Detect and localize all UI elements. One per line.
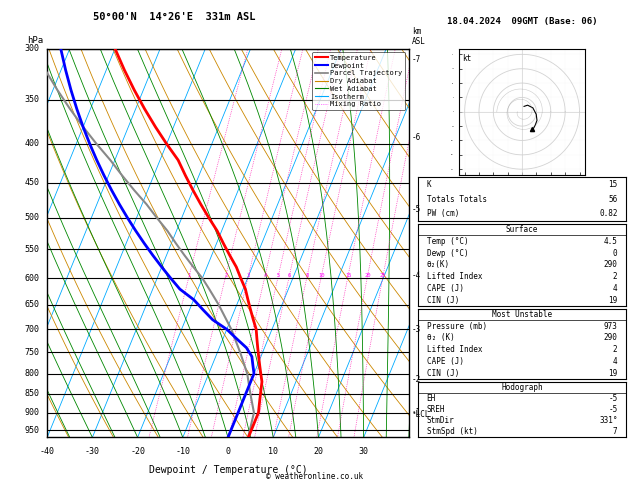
Text: Lifted Index: Lifted Index [426,272,482,281]
Text: 350: 350 [25,95,39,104]
Text: 30: 30 [359,447,369,456]
Text: 331°: 331° [599,416,618,425]
Text: -3: -3 [412,325,421,334]
Text: Most Unstable: Most Unstable [492,310,552,319]
Text: 750: 750 [25,347,39,357]
Text: -7: -7 [412,55,421,64]
Text: CIN (J): CIN (J) [426,296,459,305]
Text: K: K [426,180,431,189]
Text: -1: -1 [412,408,421,417]
Text: 50°00'N  14°26'E  331m ASL: 50°00'N 14°26'E 331m ASL [92,12,255,22]
Text: 19: 19 [608,369,618,378]
Text: Lifted Index: Lifted Index [426,345,482,354]
Text: 290: 290 [604,260,618,269]
Text: 700: 700 [25,325,39,334]
Text: 10: 10 [318,273,325,278]
Text: km
ASL: km ASL [412,27,426,46]
Text: -5: -5 [412,205,421,214]
Text: PW (cm): PW (cm) [426,209,459,218]
Text: 56: 56 [608,195,618,204]
Text: 10: 10 [268,447,278,456]
Text: -4: -4 [412,271,421,280]
Text: StmDir: StmDir [426,416,454,425]
Text: 7: 7 [613,427,618,436]
Text: -20: -20 [130,447,145,456]
Text: -30: -30 [85,447,100,456]
Text: 5: 5 [277,273,280,278]
Text: Totals Totals: Totals Totals [426,195,487,204]
Text: θ₂ (K): θ₂ (K) [426,333,454,343]
Text: 0: 0 [613,248,618,258]
Text: 2: 2 [613,345,618,354]
Text: Hodograph: Hodograph [501,382,543,392]
Text: Pressure (mb): Pressure (mb) [426,322,487,331]
Text: 600: 600 [25,274,39,283]
Text: 950: 950 [25,426,39,435]
Text: 800: 800 [25,369,39,378]
Text: Dewpoint / Temperature (°C): Dewpoint / Temperature (°C) [148,465,308,475]
Text: -10: -10 [175,447,191,456]
Text: 500: 500 [25,213,39,222]
Text: -5: -5 [608,394,618,403]
Text: © weatheronline.co.uk: © weatheronline.co.uk [266,472,363,481]
Text: θ₂(K): θ₂(K) [426,260,450,269]
Text: 2: 2 [224,273,228,278]
Text: EH: EH [426,394,436,403]
Text: 15: 15 [345,273,352,278]
Text: hPa: hPa [27,35,43,45]
Text: kt: kt [462,54,471,63]
Text: 300: 300 [25,44,39,53]
Text: 0.82: 0.82 [599,209,618,218]
Text: 400: 400 [25,139,39,148]
Text: 1: 1 [187,273,191,278]
Text: 973: 973 [604,322,618,331]
Text: CAPE (J): CAPE (J) [426,284,464,293]
Text: -2: -2 [412,375,421,384]
Text: 900: 900 [25,408,39,417]
Text: 20: 20 [364,273,371,278]
Text: 4: 4 [264,273,267,278]
Text: 550: 550 [25,245,39,254]
Text: 25: 25 [380,273,386,278]
Text: 850: 850 [25,389,39,398]
Text: 15: 15 [608,180,618,189]
Text: 450: 450 [25,178,39,188]
Text: 8: 8 [306,273,309,278]
Text: 290: 290 [604,333,618,343]
Text: -40: -40 [40,447,55,456]
Text: 3: 3 [247,273,250,278]
Text: 0: 0 [226,447,230,456]
Text: 4: 4 [613,357,618,366]
Text: 20: 20 [313,447,323,456]
Text: 650: 650 [25,300,39,309]
Text: Temp (°C): Temp (°C) [426,237,468,246]
Text: -5: -5 [608,405,618,414]
Text: 18.04.2024  09GMT (Base: 06): 18.04.2024 09GMT (Base: 06) [447,17,598,26]
Text: 19: 19 [608,296,618,305]
Legend: Temperature, Dewpoint, Parcel Trajectory, Dry Adiabat, Wet Adiabat, Isotherm, Mi: Temperature, Dewpoint, Parcel Trajectory… [312,52,405,110]
Text: 4.5: 4.5 [604,237,618,246]
Text: 4: 4 [613,284,618,293]
Text: ¹LCL: ¹LCL [412,410,430,419]
Text: SREH: SREH [426,405,445,414]
Text: Dewp (°C): Dewp (°C) [426,248,468,258]
Text: -6: -6 [412,133,421,142]
Text: CAPE (J): CAPE (J) [426,357,464,366]
Text: 2: 2 [613,272,618,281]
Text: CIN (J): CIN (J) [426,369,459,378]
Text: StmSpd (kt): StmSpd (kt) [426,427,477,436]
Text: Surface: Surface [506,225,538,234]
Text: 6: 6 [288,273,291,278]
